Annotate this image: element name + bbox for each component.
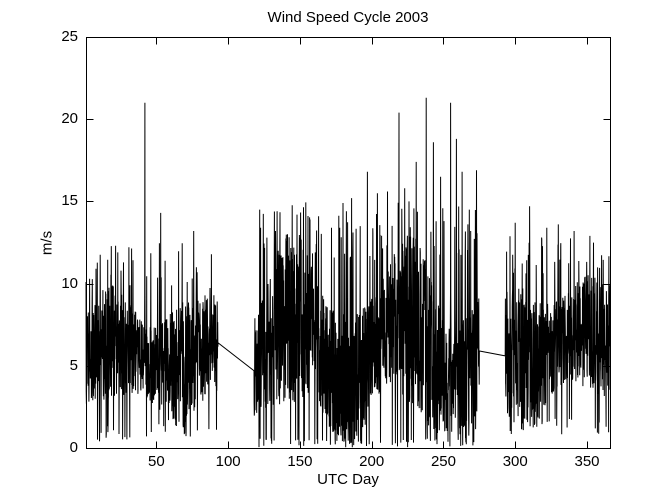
x-tick-label: 150 (287, 453, 313, 470)
y-tick-label: 0 (69, 439, 78, 456)
plot-box (86, 37, 611, 449)
x-tick-label: 50 (148, 453, 165, 470)
y-tick-label: 15 (61, 192, 78, 210)
chart-title: Wind Speed Cycle 2003 (267, 9, 429, 26)
y-tick-label: 25 (61, 28, 78, 45)
x-tick-label: 300 (502, 453, 528, 470)
x-tick-label: 350 (574, 453, 600, 470)
x-tick-label: 250 (430, 453, 456, 470)
x-tick-label: 200 (359, 453, 385, 470)
y-tick-label: 10 (61, 274, 78, 292)
y-tick-label: 20 (61, 110, 78, 128)
x-axis-label: UTC Day (317, 471, 379, 488)
wind-speed-series-line (85, 97, 611, 448)
y-tick-label: 5 (69, 356, 78, 374)
x-tick-label: 100 (215, 453, 241, 470)
